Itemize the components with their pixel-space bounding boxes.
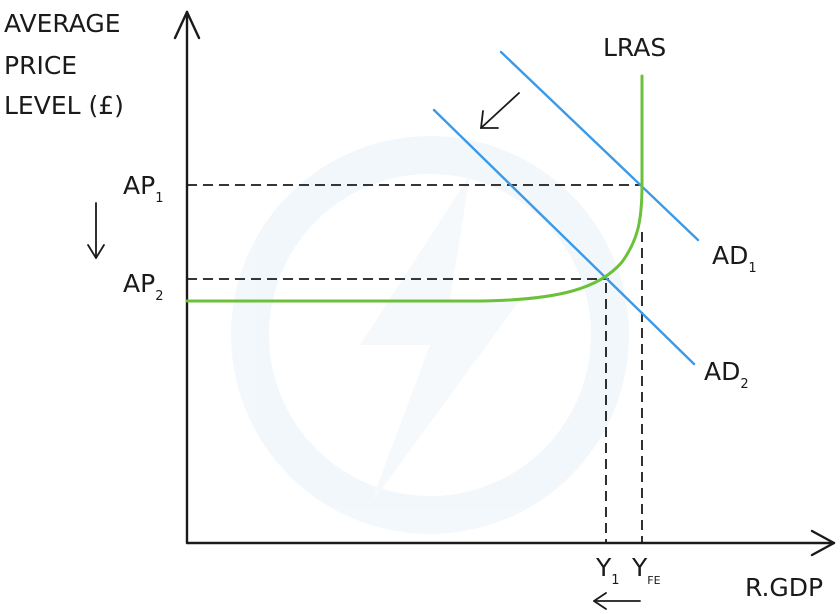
y-axis-title-line-1: AVERAGE <box>4 9 121 38</box>
y1-label: Y1 <box>595 553 620 588</box>
ap1-label: AP1 <box>123 171 163 206</box>
y-axis-title-line-2: PRICE <box>4 51 77 80</box>
yfe-label: YFE <box>631 553 661 587</box>
ap2-label-sub: 2 <box>155 289 163 304</box>
yfe-label-main: Y <box>631 553 648 582</box>
axes <box>173 10 836 557</box>
guide-lines <box>187 184 643 543</box>
ad1-curve <box>499 50 700 242</box>
arrow-left-icon <box>593 592 641 610</box>
arrow-down-left-icon <box>480 92 520 129</box>
y1-label-sub: 1 <box>611 573 619 588</box>
y-axis-title-line-3: LEVEL (£) <box>4 91 124 120</box>
ad2-label-sub: 2 <box>740 377 748 392</box>
lightning-logo-watermark <box>231 136 629 534</box>
lras-curve <box>185 74 644 303</box>
ap2-label-main: AP <box>123 269 155 298</box>
x-axis-arrowhead <box>810 529 836 557</box>
ap2-label: AP2 <box>123 269 163 304</box>
y-axis-arrowhead <box>173 10 201 40</box>
lras-label: LRAS <box>603 33 666 62</box>
ad1-label-sub: 1 <box>748 261 756 276</box>
yfe-label-sub: FE <box>647 574 660 587</box>
ap1-label-main: AP <box>123 171 155 200</box>
ad1-label: AD1 <box>712 241 757 276</box>
ad2-label: AD2 <box>704 357 749 392</box>
ap1-label-sub: 1 <box>155 191 163 206</box>
arrow-down-icon <box>87 202 105 259</box>
ad1-label-main: AD <box>712 241 748 270</box>
y1-label-main: Y <box>595 553 612 582</box>
ad2-label-main: AD <box>704 357 740 386</box>
y-axis-title: AVERAGE PRICE LEVEL (£) <box>4 9 129 120</box>
x-axis-title: R.GDP <box>745 573 823 602</box>
ad2-curve <box>432 108 696 366</box>
